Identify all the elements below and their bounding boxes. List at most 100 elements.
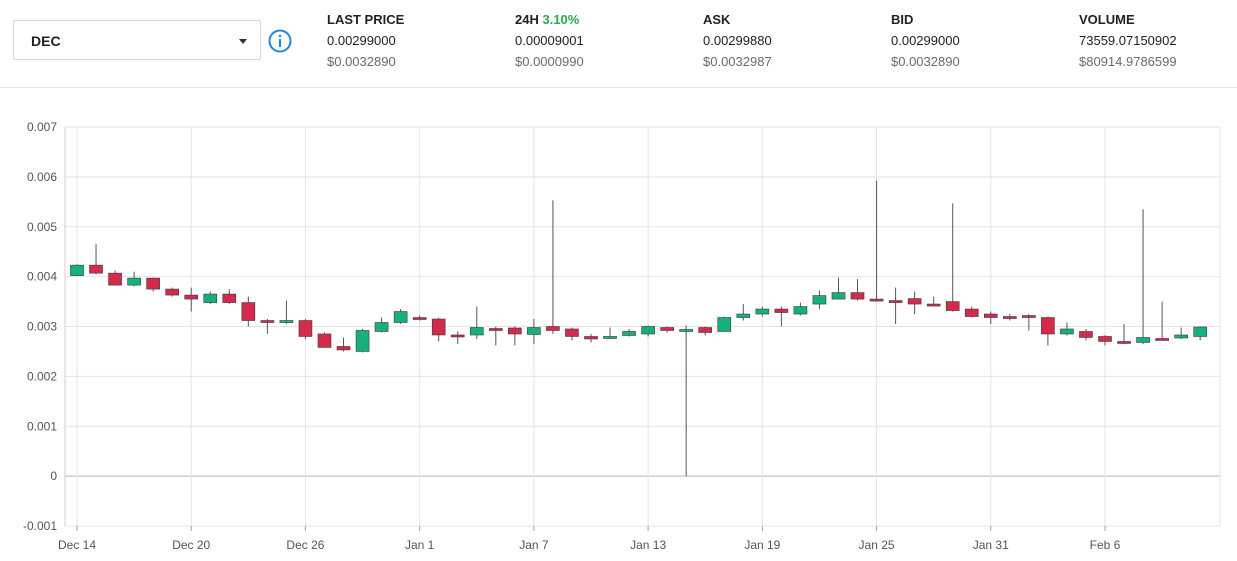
candle-body — [983, 313, 998, 318]
candle-body — [679, 329, 693, 332]
candle-body — [1003, 316, 1017, 319]
candle-body — [412, 317, 427, 320]
caret-down-icon — [239, 39, 247, 44]
candle-body — [469, 327, 484, 336]
stat-24h-label: 24H — [515, 12, 539, 27]
candle-body — [869, 298, 884, 302]
x-tick-label: Dec 26 — [286, 538, 324, 552]
stat-ask: ASK 0.00299880 $0.0032987 — [703, 11, 772, 70]
market-header: DEC LAST PRICE 0.00299000 $0.0032890 24H… — [0, 0, 1237, 88]
stat-ask-usd: $0.0032987 — [703, 54, 772, 69]
candle-body — [527, 327, 541, 335]
y-tick-label: 0.007 — [27, 120, 57, 134]
candle-body — [850, 292, 865, 300]
candle-body — [641, 326, 655, 335]
y-tick-label: 0.004 — [27, 270, 57, 284]
candle-body — [755, 308, 770, 315]
y-tick-label: 0 — [50, 469, 57, 483]
candle-body — [127, 277, 141, 286]
candle-body — [89, 264, 103, 274]
candle-body — [1136, 337, 1150, 343]
candle-body — [146, 277, 160, 290]
candle-body — [603, 336, 617, 339]
stat-bid-label: BID — [891, 12, 914, 27]
candle-body — [108, 272, 122, 286]
stat-24h-percent: 3.10% — [542, 12, 580, 27]
candle-body — [907, 298, 922, 305]
candle-body — [1022, 315, 1036, 318]
info-circle-icon[interactable] — [268, 29, 292, 53]
candle-body — [508, 327, 522, 335]
candle-body — [831, 292, 846, 300]
y-tick-label: 0.001 — [27, 419, 57, 433]
candle-body — [1174, 334, 1188, 339]
candle-body — [1060, 328, 1074, 335]
stat-24h-value: 0.00009001 — [515, 33, 584, 48]
x-tick-label: Dec 20 — [172, 538, 210, 552]
candle-body — [774, 308, 789, 313]
y-tick-label: 0.006 — [27, 170, 57, 184]
market-selector[interactable]: DEC — [13, 20, 261, 60]
candle-body — [184, 294, 199, 300]
candle-body — [1079, 331, 1093, 338]
candle-body — [1041, 317, 1055, 335]
stat-24h-usd: $0.0000990 — [515, 54, 584, 69]
stat-volume: VOLUME 73559.07150902 $80914.9786599 — [1079, 11, 1177, 70]
x-tick-label: Jan 1 — [405, 538, 435, 552]
stat-last-price-value: 0.00299000 — [327, 33, 396, 48]
candle-body — [70, 264, 84, 276]
price-candlestick-chart[interactable]: 0.007 0.006 0.005 0.004 0.003 0.002 0.001 0 -0.0… — [0, 88, 1237, 561]
x-tick-label: Jan 31 — [973, 538, 1009, 552]
candle-body — [584, 336, 598, 340]
candle-body — [165, 288, 179, 296]
candle-body — [374, 322, 389, 332]
x-tick-label: Jan 7 — [519, 538, 549, 552]
stat-volume-value: 73559.07150902 — [1079, 33, 1177, 48]
candle-body — [1193, 326, 1207, 337]
candle-body — [1117, 341, 1131, 344]
candle-body — [317, 333, 332, 348]
stat-bid: BID 0.00299000 $0.0032890 — [891, 11, 960, 70]
candle-body — [260, 320, 275, 323]
stat-last-price: LAST PRICE 0.00299000 $0.0032890 — [327, 11, 404, 70]
candle-body — [926, 303, 941, 307]
stat-volume-label: VOLUME — [1079, 12, 1135, 27]
candle-body — [793, 306, 808, 315]
candle-body — [622, 331, 636, 336]
candle-body — [546, 326, 560, 331]
candle-body — [698, 327, 713, 333]
candle-body — [393, 311, 408, 323]
stat-24h-change: 24H 3.10% 0.00009001 $0.0000990 — [515, 11, 584, 70]
candle-body — [355, 330, 370, 352]
candle-body — [450, 334, 465, 338]
candle-body — [945, 301, 960, 311]
stat-24h-label-row: 24H 3.10% — [515, 11, 584, 28]
candle-body — [431, 318, 446, 336]
x-tick-label: Feb 6 — [1090, 538, 1121, 552]
candle-body — [717, 317, 732, 332]
x-tick-label: Jan 13 — [630, 538, 666, 552]
stat-volume-usd: $80914.9786599 — [1079, 54, 1177, 69]
market-selector-value: DEC — [31, 33, 61, 49]
candle-body — [241, 302, 256, 321]
candle-body — [222, 293, 237, 303]
candle-body — [660, 327, 674, 331]
y-tick-label: 0.003 — [27, 320, 57, 334]
stat-ask-label: ASK — [703, 12, 731, 27]
stat-last-price-usd: $0.0032890 — [327, 54, 396, 69]
stat-ask-value: 0.00299880 — [703, 33, 772, 48]
stat-bid-usd: $0.0032890 — [891, 54, 960, 69]
candle-body — [489, 328, 503, 331]
stat-bid-value: 0.00299000 — [891, 33, 960, 48]
candle-body — [336, 346, 351, 351]
stat-last-price-label: LAST PRICE — [327, 12, 405, 27]
candle-body — [298, 320, 313, 337]
candle-body — [888, 300, 903, 303]
candle-body — [203, 293, 218, 303]
candle-body — [736, 313, 751, 318]
candle-body — [565, 328, 579, 337]
candle-body — [279, 320, 294, 323]
x-tick-label: Jan 19 — [744, 538, 780, 552]
y-tick-label: -0.001 — [23, 519, 57, 533]
candle-body — [812, 295, 827, 305]
